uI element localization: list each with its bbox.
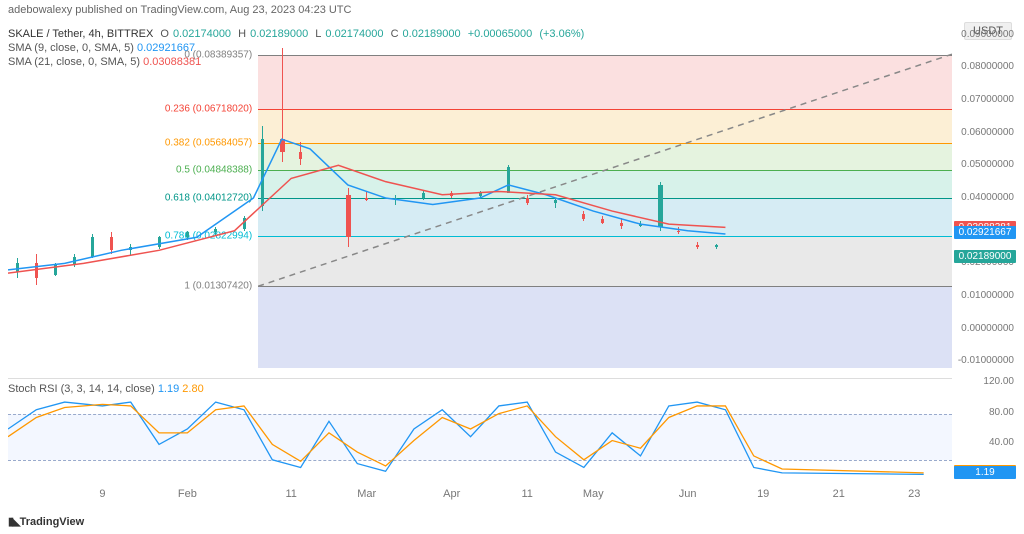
time-tick: Jun (679, 488, 697, 500)
time-axis: 9 Feb 11 Mar Apr 11 May Jun 19 21 23 (8, 488, 952, 504)
stoch-tick: 120.00 (954, 376, 1014, 387)
price-tick: 0.07000000 (954, 94, 1014, 105)
fib-zone (258, 286, 952, 368)
time-tick: Apr (443, 488, 460, 500)
fib-label: 0.618 (0.04012720) (132, 192, 252, 203)
fib-zone (258, 236, 952, 286)
fib-line (258, 286, 952, 287)
price-chart[interactable]: 0 (0.08389357) 0.236 (0.06718020) 0.382 (0… (8, 28, 952, 368)
fib-label: 0.236 (0.06718020) (132, 104, 252, 115)
stoch-title: Stoch RSI (3, 3, 14, 14, close) (8, 383, 155, 395)
stoch-d-value: 2.80 (182, 383, 203, 395)
price-tick: -0.01000000 (954, 355, 1014, 366)
time-tick: 23 (908, 488, 920, 500)
stoch-bound (8, 414, 952, 415)
fib-line (258, 55, 952, 56)
time-tick: May (583, 488, 604, 500)
price-tick: 0.00000000 (954, 323, 1014, 334)
stoch-label: Stoch RSI (3, 3, 14, 14, close) 1.19 2.8… (8, 383, 204, 395)
price-tick: 0.09000000 (954, 29, 1014, 40)
fib-zone (258, 143, 952, 170)
time-tick: 9 (99, 488, 105, 500)
fib-line (258, 109, 952, 110)
fib-line (258, 198, 952, 199)
header: adebowalexy published on TradingView.com… (8, 4, 1016, 20)
price-badge: 0.02921667 (954, 226, 1016, 239)
price-tick: 0.04000000 (954, 192, 1014, 203)
stoch-tick: 40.00 (954, 437, 1014, 448)
price-tick: 0.05000000 (954, 159, 1014, 170)
stoch-badge: 1.19 (954, 466, 1016, 479)
fib-label: 0.5 (0.04848388) (132, 165, 252, 176)
time-tick: 11 (285, 488, 296, 500)
stoch-k-value: 1.19 (158, 383, 179, 395)
time-tick: 19 (757, 488, 769, 500)
stoch-tick: 80.00 (954, 407, 1014, 418)
price-tick: 0.01000000 (954, 290, 1014, 301)
fib-label: 0 (0.08389357) (132, 49, 252, 60)
time-tick: 11 (521, 488, 532, 500)
stoch-bound (8, 460, 952, 461)
fib-label: 1 (0.01307420) (132, 281, 252, 292)
stoch-axis: 120.0080.0040.000.002.801.19 (954, 378, 1016, 478)
price-tick: 0.06000000 (954, 127, 1014, 138)
tradingview-logo: TradingView (8, 515, 84, 528)
time-tick: Mar (357, 488, 376, 500)
time-tick: Feb (178, 488, 197, 500)
fib-zone (258, 170, 952, 197)
fib-zone (258, 55, 952, 110)
price-badge: 0.02189000 (954, 250, 1016, 263)
price-axis: 0.09000000 0.08000000 0.07000000 0.06000000… (954, 28, 1016, 368)
publish-info: adebowalexy published on TradingView.com… (8, 4, 351, 16)
stoch-band (8, 414, 952, 460)
time-tick: 21 (833, 488, 845, 500)
stoch-rsi-panel[interactable]: Stoch RSI (3, 3, 14, 14, close) 1.19 2.8… (8, 378, 952, 478)
fib-line (258, 143, 952, 144)
fib-label: 0.786 (0.02822994) (132, 231, 252, 242)
fib-zone (258, 109, 952, 143)
fib-zone (258, 198, 952, 237)
fib-line (258, 236, 952, 237)
fib-label: 0.382 (0.05684057) (132, 137, 252, 148)
fib-line (258, 170, 952, 171)
price-tick: 0.08000000 (954, 61, 1014, 72)
